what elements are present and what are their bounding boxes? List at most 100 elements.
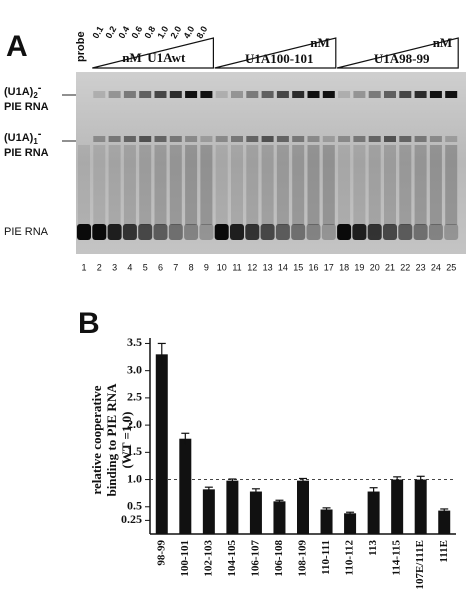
band <box>153 224 168 240</box>
band <box>429 136 442 142</box>
band <box>338 91 351 98</box>
smear <box>292 145 305 225</box>
band <box>414 91 427 98</box>
x-tick-label: 102-103 <box>202 540 214 577</box>
band <box>261 91 274 98</box>
band <box>214 224 229 240</box>
band <box>383 224 397 240</box>
band <box>368 91 381 98</box>
y-tick-label: 2.5 <box>127 390 142 404</box>
band <box>184 224 199 240</box>
band <box>230 224 244 240</box>
band-label: (U1A)1- <box>4 128 42 146</box>
lane-number: 22 <box>400 262 410 272</box>
lane-number: 14 <box>278 262 288 272</box>
lane-number: 5 <box>143 262 148 272</box>
band <box>353 91 366 98</box>
band-label-line2: PIE RNA <box>4 147 49 159</box>
band <box>291 224 306 240</box>
band <box>414 136 427 142</box>
band <box>231 136 243 142</box>
band <box>92 224 107 240</box>
concentration: 0.2 <box>103 24 118 40</box>
lane-number: 9 <box>204 262 209 272</box>
band <box>185 91 198 98</box>
band <box>353 136 366 142</box>
band <box>199 224 214 240</box>
bar <box>155 354 168 534</box>
x-tick-label: 106-107 <box>249 540 261 577</box>
smear <box>353 145 366 225</box>
band <box>123 91 136 98</box>
band <box>306 224 321 240</box>
bar <box>202 489 215 534</box>
bar <box>344 513 357 534</box>
concentration: 0.1 <box>90 24 105 40</box>
band <box>352 224 367 240</box>
band <box>231 91 243 98</box>
lane-number: 16 <box>308 262 318 272</box>
band-text: (U1A) <box>4 132 34 144</box>
lane-number: 12 <box>247 262 257 272</box>
lane-number: 10 <box>217 262 227 272</box>
y-tick-label: 1.0 <box>127 471 142 485</box>
bar <box>179 438 192 534</box>
lane-number: 21 <box>385 262 395 272</box>
x-tick-label: 98-99 <box>155 540 167 566</box>
smear <box>384 145 396 225</box>
y-tick-label: 2.0 <box>127 417 142 431</box>
band <box>398 224 413 240</box>
x-tick-label: 104-105 <box>226 540 238 577</box>
lane-number: 13 <box>263 262 273 272</box>
smear <box>414 145 427 225</box>
bar <box>320 509 333 534</box>
lane-number: 1 <box>81 262 86 272</box>
lane-number: 18 <box>339 262 349 272</box>
band-text: PIE RNA <box>4 226 49 238</box>
concentration: 2.0 <box>168 24 183 40</box>
smear <box>185 145 198 225</box>
band <box>215 136 228 142</box>
lane-number: 11 <box>232 262 241 272</box>
band <box>77 224 91 240</box>
lane-number: 8 <box>189 262 194 272</box>
lane-number: 2 <box>97 262 102 272</box>
titration-wedge <box>214 37 337 69</box>
x-tick-label: 100-101 <box>179 540 191 577</box>
band <box>368 136 381 142</box>
lane-number: 23 <box>416 262 426 272</box>
smear <box>338 145 351 225</box>
concentration: 0.8 <box>142 24 157 40</box>
band <box>139 136 152 142</box>
lane-number: 20 <box>370 262 380 272</box>
y-axis-label: (WT =1.0) <box>119 411 134 468</box>
y-axis-label: binding to PIE RNA <box>104 383 119 497</box>
titration-unit: nM <box>310 35 330 50</box>
band <box>246 136 259 142</box>
band <box>384 136 396 142</box>
smear <box>246 145 259 225</box>
band-label: PIE RNA <box>4 226 49 238</box>
band <box>276 91 289 98</box>
lane-number: 7 <box>173 262 178 272</box>
band <box>276 136 289 142</box>
band <box>322 136 335 142</box>
band <box>429 91 442 98</box>
probe-label: probe <box>75 31 87 62</box>
bar <box>297 480 309 534</box>
y-tick-label: 3.0 <box>127 362 142 376</box>
concentration: 8.0 <box>194 24 209 40</box>
smear <box>200 145 213 225</box>
bar <box>414 479 427 534</box>
concentration: 0.4 <box>116 24 131 40</box>
band <box>154 91 167 98</box>
smear <box>445 145 458 225</box>
band <box>168 224 183 240</box>
band <box>154 136 167 142</box>
y-tick-label: 1.5 <box>127 444 142 458</box>
band <box>367 224 382 240</box>
band <box>169 91 182 98</box>
band <box>139 91 152 98</box>
x-tick-label: 107E/111E <box>414 540 426 590</box>
